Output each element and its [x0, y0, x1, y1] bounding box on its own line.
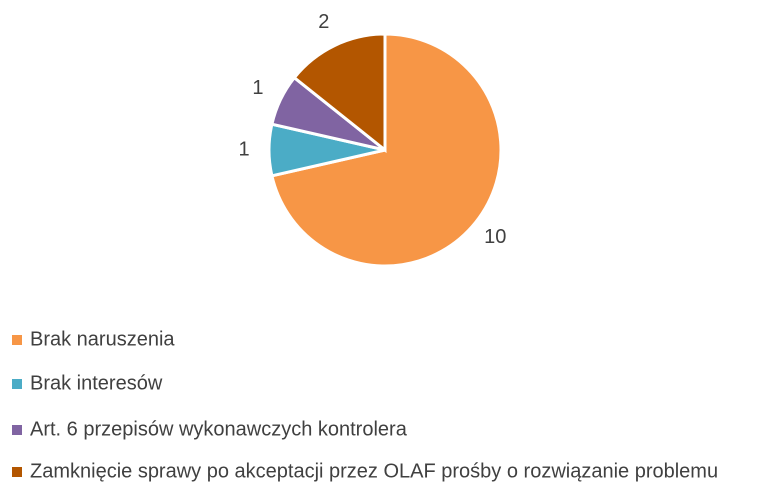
data-label: 1: [252, 77, 263, 99]
data-label: 2: [318, 11, 329, 33]
data-label: 10: [484, 226, 506, 248]
legend-swatch: [12, 335, 22, 345]
pie-slice: [292, 32, 387, 154]
legend-label: Brak naruszenia: [30, 328, 175, 350]
legend-swatch: [12, 425, 22, 435]
legend-label: Art. 6 przepisów wykonawczych kontrolera: [30, 418, 408, 440]
legend-label: Brak interesów: [30, 372, 163, 394]
legend-label: Zamknięcie sprawy po akceptacji przez OL…: [30, 460, 718, 482]
legend-swatch: [12, 379, 22, 389]
legend-swatch: [12, 467, 22, 477]
data-label: 1: [238, 138, 249, 160]
